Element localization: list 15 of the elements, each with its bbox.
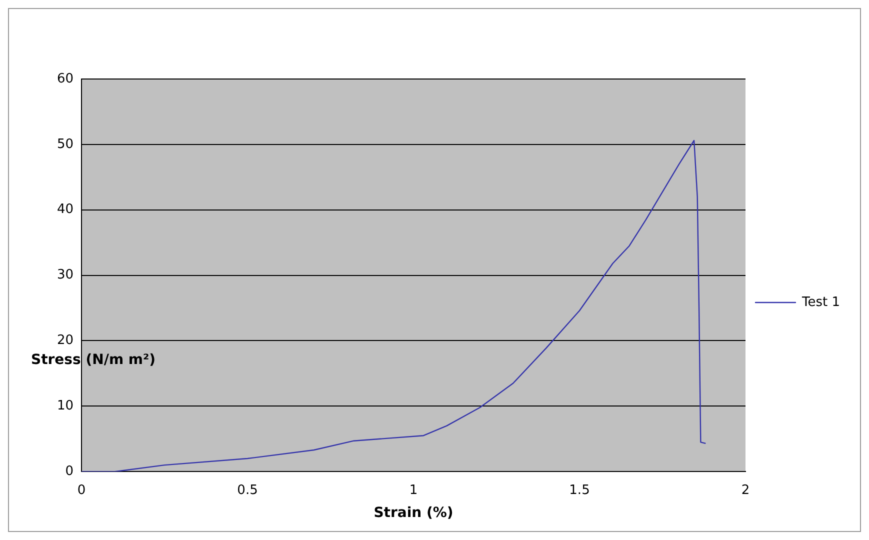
x-axis-title: Strain (%) — [374, 505, 454, 522]
y-tick-label: 40 — [56, 202, 74, 218]
x-tick-label: 0 — [77, 482, 86, 498]
x-tick-label: 0.5 — [237, 482, 258, 498]
y-axis-title: Stress (N/m m²) — [31, 352, 156, 368]
y-tick-label: 10 — [56, 398, 74, 414]
y-tick-label: 0 — [65, 464, 74, 479]
y-tick-label: 30 — [56, 268, 74, 283]
legend-label: Test 1 — [800, 294, 840, 310]
x-tick-label: 2 — [741, 482, 750, 498]
y-tick-label: 20 — [56, 333, 74, 348]
x-tick-label: 1.5 — [569, 482, 590, 498]
y-tick-label: 60 — [56, 71, 74, 86]
x-tick-label: 1 — [409, 482, 418, 498]
y-tick-label: 50 — [56, 136, 74, 152]
